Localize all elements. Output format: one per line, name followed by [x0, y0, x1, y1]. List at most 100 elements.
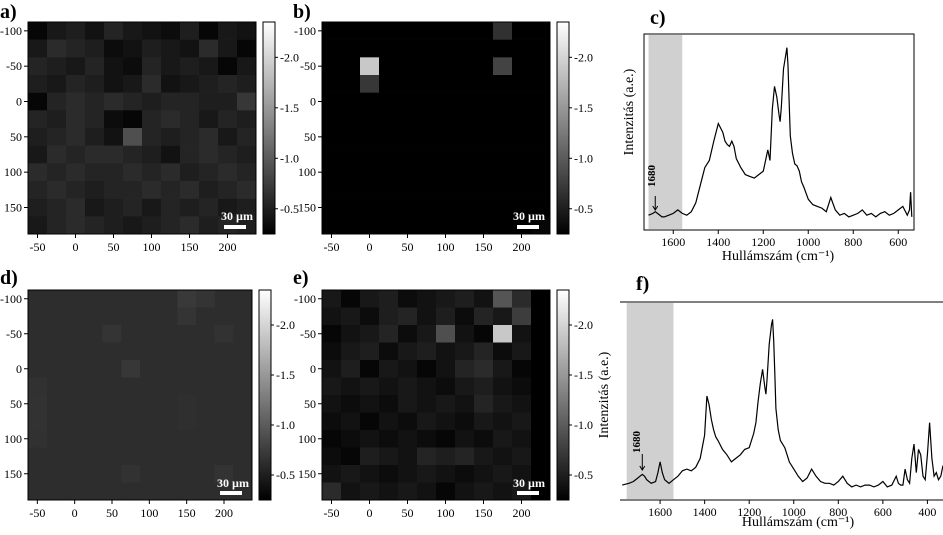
heatmap-cell	[493, 216, 513, 235]
x-tick-label: 600	[874, 505, 892, 519]
heatmap-cell	[512, 145, 532, 164]
heatmap-cell	[341, 360, 361, 378]
heatmap-cell	[379, 57, 399, 76]
heatmap-cell	[177, 325, 197, 343]
heatmap-cell	[46, 465, 66, 483]
heatmap-cell	[85, 163, 105, 182]
heatmap-cell	[493, 430, 513, 448]
shaded-region	[648, 35, 683, 229]
heatmap-cell	[436, 290, 456, 308]
colorbar-a: -2.0 -1.5 -1.0 -0.5	[262, 21, 299, 235]
heatmap-cell	[121, 325, 141, 343]
heatmap-cell	[177, 377, 197, 396]
heatmap-cell	[161, 75, 181, 93]
heatmap-cell	[121, 447, 141, 466]
heatmap-cell	[474, 482, 494, 501]
heatmap-cell	[436, 430, 456, 448]
annotation-arrowhead	[639, 465, 646, 471]
heatmap-cell	[142, 128, 162, 146]
heatmap-cell	[360, 181, 380, 199]
heatmap-cell	[455, 57, 475, 76]
colorbar-gradient	[258, 289, 272, 501]
x-tick-label: 100	[140, 506, 158, 520]
heatmap-cell	[360, 482, 380, 501]
heatmap-cell	[322, 57, 342, 76]
y-tick-label: 50	[304, 397, 316, 411]
heatmap-cell	[398, 482, 418, 501]
x-tick-label: 100	[143, 240, 161, 254]
x-tick-label: 0	[73, 240, 79, 254]
heatmap-cell	[474, 110, 494, 129]
heatmap-cell	[140, 290, 159, 308]
heatmap-cell	[531, 181, 551, 199]
x-tick-label: 800	[844, 235, 862, 249]
heatmap-cell	[140, 325, 159, 343]
heatmap-cell	[121, 307, 141, 326]
heatmap-cell	[233, 307, 253, 326]
heatmap-cell	[46, 395, 66, 413]
heatmap-cell	[123, 216, 143, 235]
heatmap-cell	[65, 482, 85, 501]
heatmap-cell	[474, 325, 494, 343]
heatmap-cell	[322, 145, 342, 164]
colorbar-tick-label: -1.5	[276, 368, 295, 382]
heatmap-e: -50 0 50 100 150 200 -100 -50 0 50 100 150	[294, 289, 551, 520]
heatmap-cell	[455, 377, 475, 396]
x-tick-label: -50	[324, 506, 340, 520]
heatmap-cell	[66, 57, 86, 76]
heatmap-cell	[104, 128, 124, 146]
heatmap-cell	[398, 22, 418, 40]
scale-bar-label: 30 µm	[221, 209, 253, 223]
heatmap-cell	[102, 325, 122, 343]
heatmap-cell	[474, 360, 494, 378]
heatmap-cell	[237, 110, 257, 129]
colorbar-tick-label: -1.0	[574, 418, 593, 432]
heatmap-cell	[322, 360, 342, 378]
heatmap-cell	[512, 75, 532, 93]
heatmap-cell	[512, 110, 532, 129]
heatmap-cell	[158, 482, 178, 501]
y-tick-label: -50	[300, 327, 316, 341]
heatmap-a: -50 0 50 100 150 200 -100 -50 0 50 100 150	[0, 21, 257, 254]
heatmap-cell	[65, 377, 85, 396]
heatmap-cell	[455, 342, 475, 361]
heatmap-cell	[214, 377, 234, 396]
heatmap-cell	[512, 307, 532, 326]
heatmap-cell	[104, 110, 124, 129]
x-tick-label: 200	[513, 240, 531, 254]
heatmap-cell	[199, 216, 219, 235]
heatmap-cell	[474, 290, 494, 308]
heatmap-cell	[140, 307, 159, 326]
heatmap-cell	[142, 39, 162, 58]
heatmap-cell	[158, 325, 178, 343]
heatmap-cell	[180, 216, 200, 235]
heatmap-frame	[27, 21, 257, 235]
heatmap-cell	[417, 57, 437, 76]
heatmap-cell	[360, 128, 380, 146]
heatmap-cell	[417, 22, 437, 40]
x-tick-label: 1600	[648, 505, 672, 519]
heatmap-cell	[455, 482, 475, 501]
heatmap-cell	[46, 325, 66, 343]
heatmap-cell	[360, 377, 380, 396]
heatmap-cell	[121, 342, 141, 361]
y-tick-label: 150	[298, 467, 316, 481]
heatmap-cell	[455, 465, 475, 483]
heatmap-cell	[417, 430, 437, 448]
x-axis-label: Hullámszám (cm⁻¹)	[722, 249, 835, 264]
heatmap-cell	[140, 482, 159, 501]
heatmap-cell	[360, 198, 380, 217]
heatmap-cell	[46, 482, 66, 501]
heatmap-cell	[28, 181, 48, 199]
heatmap-cell	[360, 92, 380, 111]
heatmap-cell	[180, 22, 200, 40]
heatmap-cell	[512, 290, 532, 308]
heatmap-cell	[123, 75, 143, 93]
heatmap-cell	[196, 482, 215, 501]
heatmap-cell	[398, 290, 418, 308]
heatmap-cell	[214, 465, 234, 483]
colorbar-e: -2.0 -1.5 -1.0 -0.5	[556, 289, 593, 501]
heatmap-cell	[322, 92, 342, 111]
heatmap-cell	[180, 128, 200, 146]
heatmap-frame	[321, 289, 551, 501]
